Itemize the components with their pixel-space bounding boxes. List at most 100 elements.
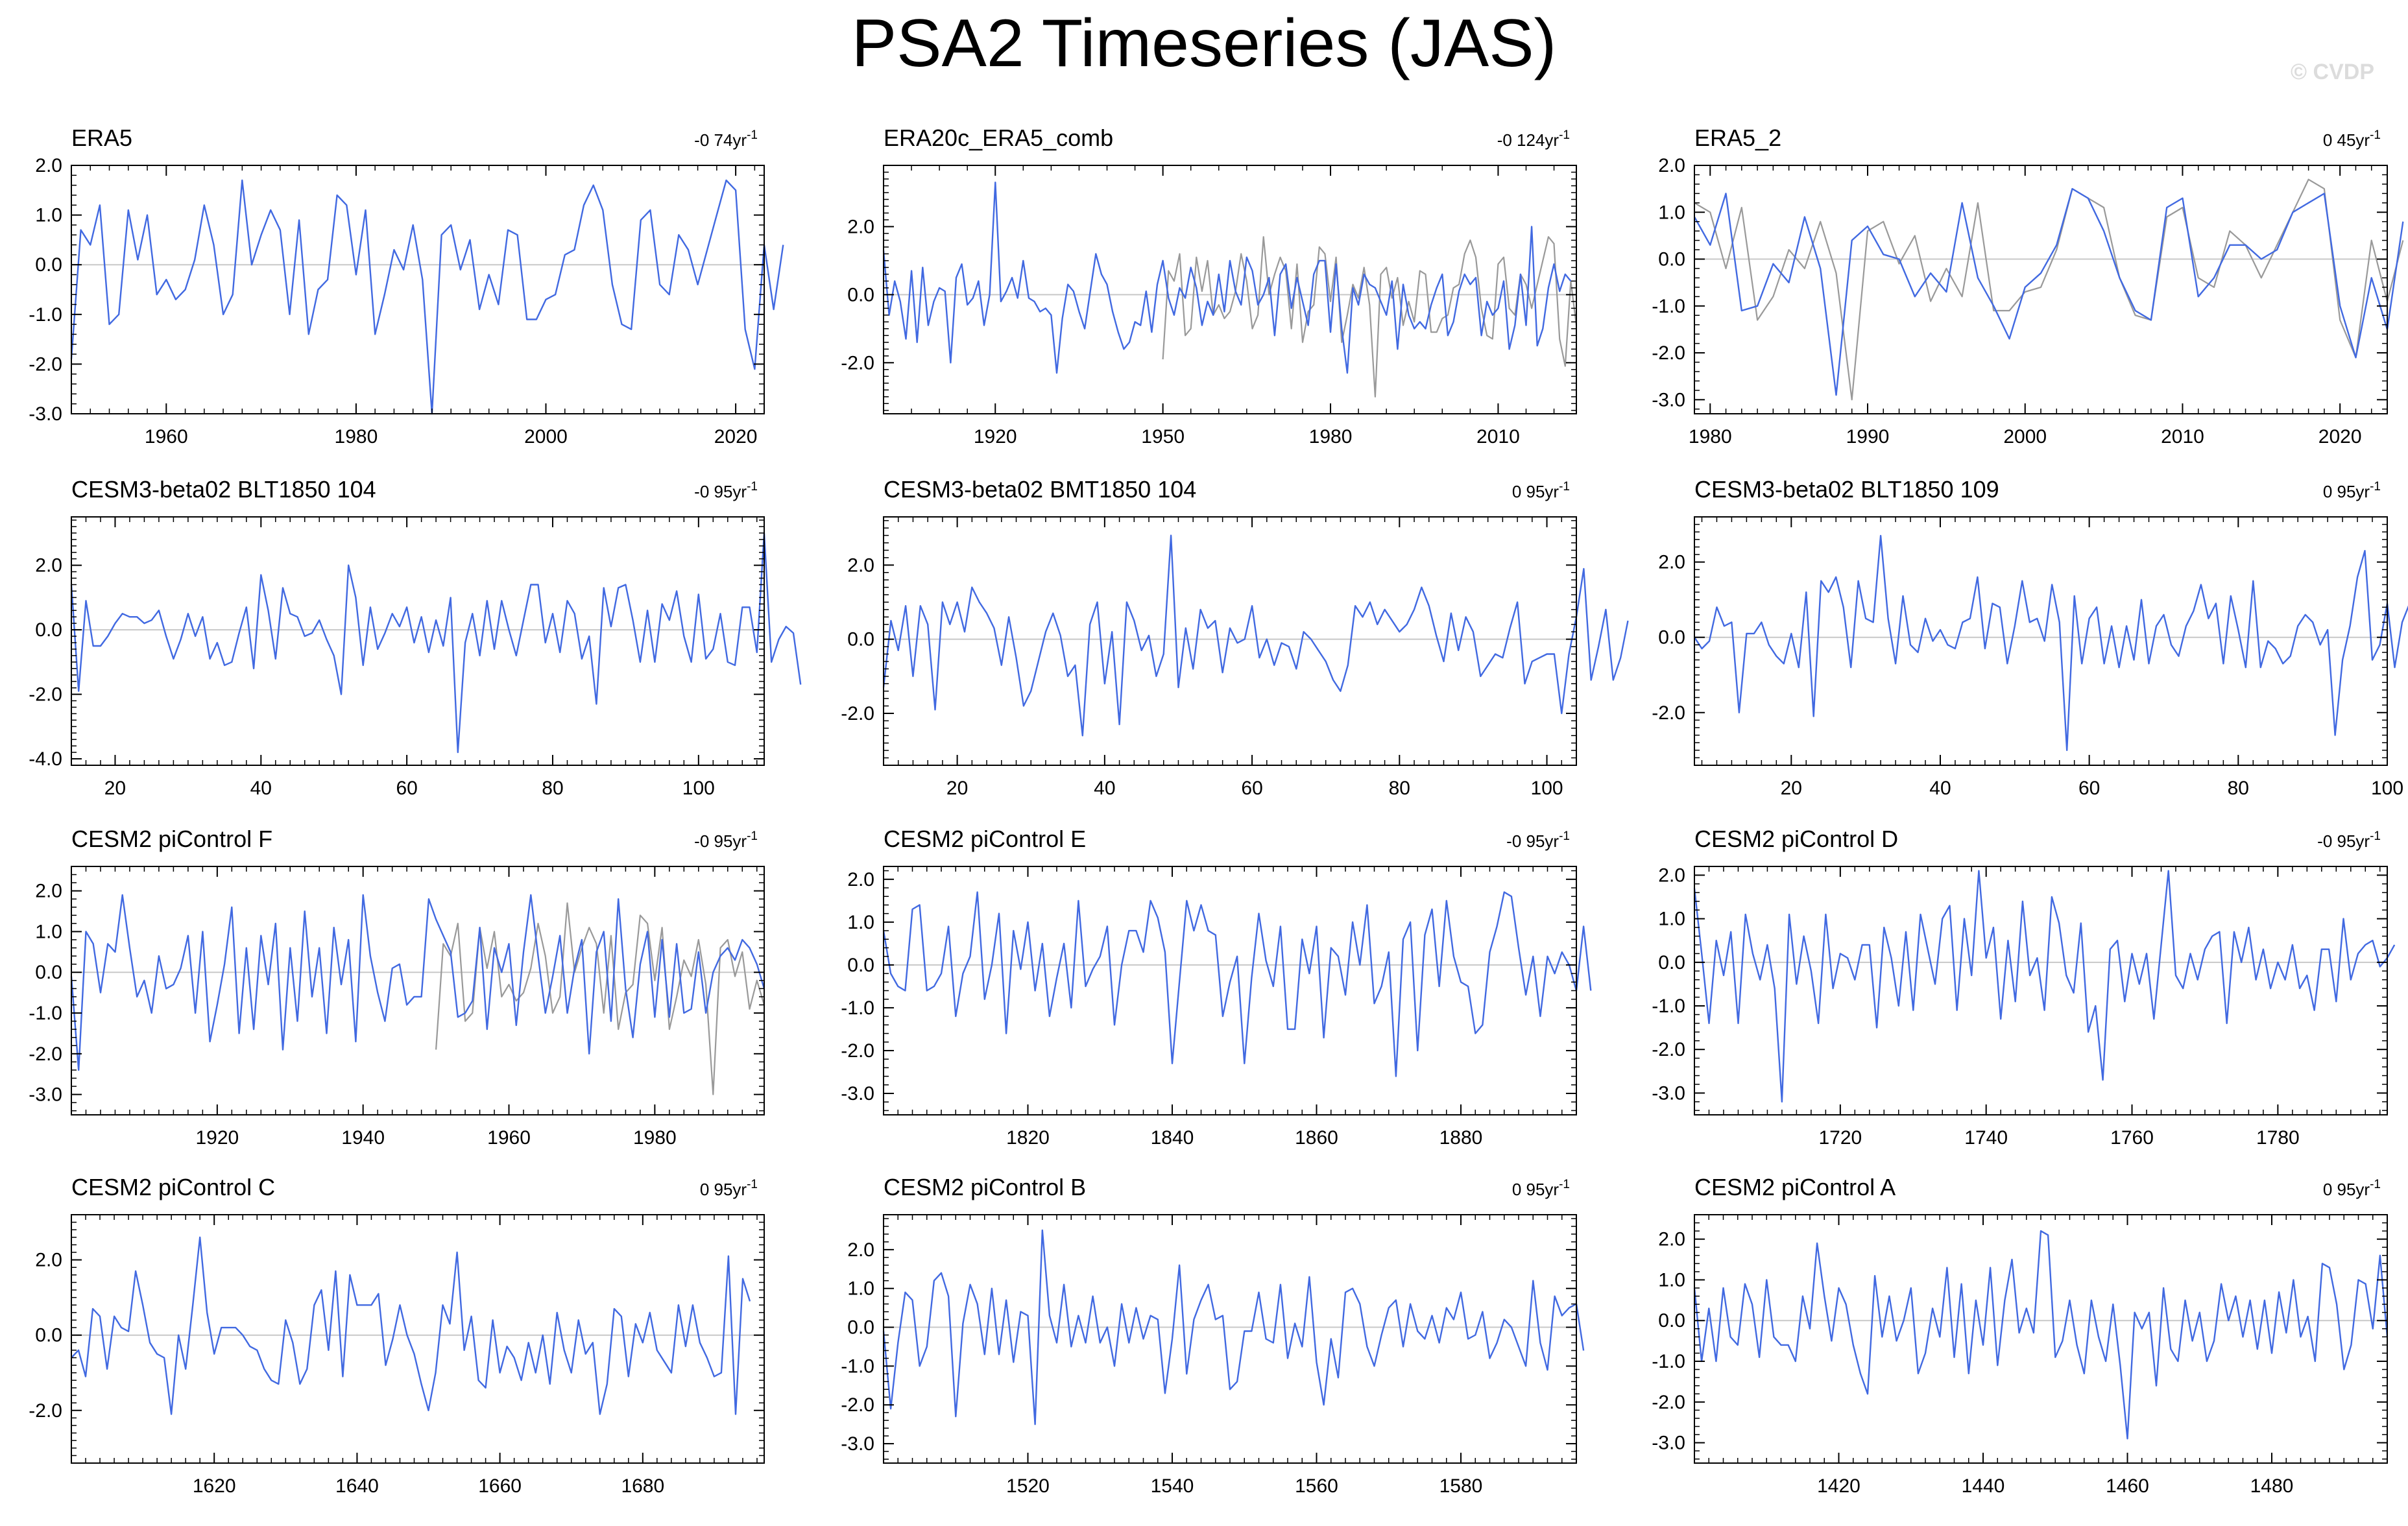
y-tick-label: -4.0 bbox=[29, 748, 62, 770]
y-tick-label: 1.0 bbox=[1658, 909, 1685, 930]
y-tick-label: 2.0 bbox=[847, 554, 874, 576]
panel-era5-2: ERA5_2 0 45yr-1 1980 1990 2000 2010 2020 -3.0 -2… bbox=[1652, 125, 2404, 447]
y-tick-label: 0.0 bbox=[847, 1317, 874, 1339]
y-tick-label: -2.0 bbox=[1652, 342, 1685, 364]
trend-label: -0 95yr-1 bbox=[694, 829, 758, 851]
y-tick-label: -3.0 bbox=[841, 1083, 874, 1104]
y-tick-label: -2.0 bbox=[1652, 702, 1685, 724]
x-tick-label: 1980 bbox=[1689, 426, 1732, 447]
x-tick-label: 100 bbox=[2371, 778, 2403, 799]
figure-title: PSA2 Timeseries (JAS) bbox=[851, 6, 1557, 81]
plot-frame bbox=[71, 516, 765, 766]
series-line-primary bbox=[882, 534, 1629, 737]
y-tick-label: -3.0 bbox=[841, 1433, 874, 1455]
trend-label: 0 95yr-1 bbox=[1512, 1178, 1570, 1199]
y-tick-label: 0.0 bbox=[35, 254, 62, 276]
x-tick-label: 1480 bbox=[2250, 1475, 2294, 1497]
x-tick-label: 1640 bbox=[335, 1475, 379, 1497]
panel-cesm3-beta02-bmt1850-104: CESM3-beta02 BMT1850 104 0 95yr-1 20 40 60 80… bbox=[841, 476, 1629, 799]
x-tick-label: 80 bbox=[2228, 778, 2249, 799]
plot-frame bbox=[883, 1214, 1577, 1464]
x-tick-label: 1420 bbox=[1817, 1475, 1860, 1497]
panel-title: ERA5_2 bbox=[1694, 125, 1781, 151]
y-tick-label: -2.0 bbox=[1652, 1039, 1685, 1060]
y-tick-label: 2.0 bbox=[35, 881, 62, 902]
x-tick-label: 1520 bbox=[1006, 1475, 1050, 1497]
y-tick-label: 2.0 bbox=[35, 1250, 62, 1271]
x-tick-label: 2020 bbox=[2318, 426, 2362, 447]
panel-title: CESM3-beta02 BLT1850 109 bbox=[1694, 476, 1999, 503]
x-tick-label: 1980 bbox=[1309, 426, 1353, 447]
series-line-primary bbox=[882, 1229, 1585, 1425]
y-tick-label: -3.0 bbox=[29, 1084, 62, 1106]
series-line-primary bbox=[70, 532, 802, 754]
y-tick-label: -2.0 bbox=[29, 684, 62, 706]
y-tick-label: -2.0 bbox=[29, 1043, 62, 1065]
plot-frame bbox=[1694, 165, 2388, 414]
series-line-primary bbox=[70, 894, 765, 1071]
plot-frame bbox=[1694, 516, 2388, 766]
y-tick-label: -1.0 bbox=[841, 1355, 874, 1377]
series-line-secondary bbox=[1694, 178, 2404, 401]
x-tick-label: 1720 bbox=[1818, 1127, 1862, 1149]
x-tick-label: 1990 bbox=[1846, 426, 1890, 447]
trend-label: 0 95yr-1 bbox=[700, 1178, 758, 1199]
panel-cesm3-beta02-blt1850-109: CESM3-beta02 BLT1850 109 0 95yr-1 20 40 60 80… bbox=[1652, 476, 2408, 799]
x-tick-label: 1680 bbox=[621, 1475, 664, 1497]
trend-label: -0 74yr-1 bbox=[694, 128, 758, 150]
panel-title: CESM2 piControl B bbox=[884, 1174, 1086, 1200]
y-tick-label: -2.0 bbox=[1652, 1392, 1685, 1413]
y-tick-label: 1.0 bbox=[1658, 202, 1685, 223]
plot-frame bbox=[883, 516, 1577, 766]
y-tick-label: -2.0 bbox=[29, 1400, 62, 1422]
series-line-primary bbox=[1693, 534, 2408, 752]
y-tick-label: 0.0 bbox=[1658, 952, 1685, 973]
x-tick-label: 1860 bbox=[1295, 1127, 1338, 1149]
panel-cesm3-beta02-blt1850-104: CESM3-beta02 BLT1850 104 -0 95yr-1 20 40 60 8… bbox=[29, 476, 802, 799]
series-line-primary bbox=[1693, 1230, 2389, 1440]
y-tick-label: 0.0 bbox=[35, 1325, 62, 1346]
x-tick-label: 1920 bbox=[974, 426, 1017, 447]
y-tick-label: -3.0 bbox=[1652, 389, 1685, 411]
panel-cesm2-picontrol-b: CESM2 piControl B 0 95yr-1 1520 1540 1560 158… bbox=[841, 1174, 1585, 1497]
y-tick-label: 2.0 bbox=[35, 555, 62, 577]
series-line-primary bbox=[882, 182, 1572, 374]
x-tick-label: 80 bbox=[542, 778, 563, 799]
x-tick-label: 1980 bbox=[335, 426, 378, 447]
panel-title: CESM2 piControl E bbox=[884, 826, 1086, 852]
y-tick-label: -3.0 bbox=[1652, 1433, 1685, 1454]
x-tick-label: 80 bbox=[1389, 778, 1410, 799]
plot-frame bbox=[71, 165, 765, 414]
x-tick-label: 2020 bbox=[714, 426, 758, 447]
panel-cesm2-picontrol-d: CESM2 piControl D -0 95yr-1 1720 1740 1760 17… bbox=[1652, 826, 2396, 1149]
x-tick-label: 100 bbox=[1531, 778, 1563, 799]
y-tick-label: -2.0 bbox=[841, 1394, 874, 1416]
series-line-primary bbox=[70, 179, 784, 415]
y-tick-label: 2.0 bbox=[1658, 552, 1685, 573]
y-tick-label: 1.0 bbox=[847, 912, 874, 933]
panel-era20c-era5-comb: ERA20c_ERA5_comb -0 124yr-1 1920 1950 1980 20… bbox=[841, 125, 1578, 447]
panel-title: CESM2 piControl A bbox=[1694, 1174, 1896, 1200]
panel-cesm2-picontrol-e: CESM2 piControl E -0 95yr-1 1820 1840 1860 18… bbox=[841, 826, 1592, 1149]
x-tick-label: 1580 bbox=[1439, 1475, 1483, 1497]
x-tick-label: 60 bbox=[396, 778, 417, 799]
x-tick-label: 1440 bbox=[1962, 1475, 2005, 1497]
y-tick-label: 0.0 bbox=[1658, 627, 1685, 649]
y-tick-label: 2.0 bbox=[847, 1239, 874, 1261]
panel-cesm2-picontrol-c: CESM2 piControl C 0 95yr-1 1620 1640 1660 168… bbox=[29, 1174, 765, 1497]
y-tick-label: 2.0 bbox=[1658, 155, 1685, 176]
panel-title: ERA5 bbox=[71, 125, 132, 151]
trend-label: 0 45yr-1 bbox=[2323, 128, 2381, 150]
x-tick-label: 1660 bbox=[478, 1475, 522, 1497]
trend-label: 0 95yr-1 bbox=[2323, 1178, 2381, 1199]
x-tick-label: 1760 bbox=[2110, 1127, 2154, 1149]
series-line-secondary bbox=[1162, 236, 1578, 398]
x-tick-label: 2010 bbox=[2161, 426, 2204, 447]
x-tick-label: 1960 bbox=[145, 426, 188, 447]
y-tick-label: -1.0 bbox=[1652, 1351, 1685, 1372]
x-tick-label: 1920 bbox=[195, 1127, 239, 1149]
y-tick-label: 1.0 bbox=[847, 1278, 874, 1300]
x-tick-label: 1460 bbox=[2106, 1475, 2149, 1497]
trend-label: 0 95yr-1 bbox=[1512, 480, 1570, 501]
